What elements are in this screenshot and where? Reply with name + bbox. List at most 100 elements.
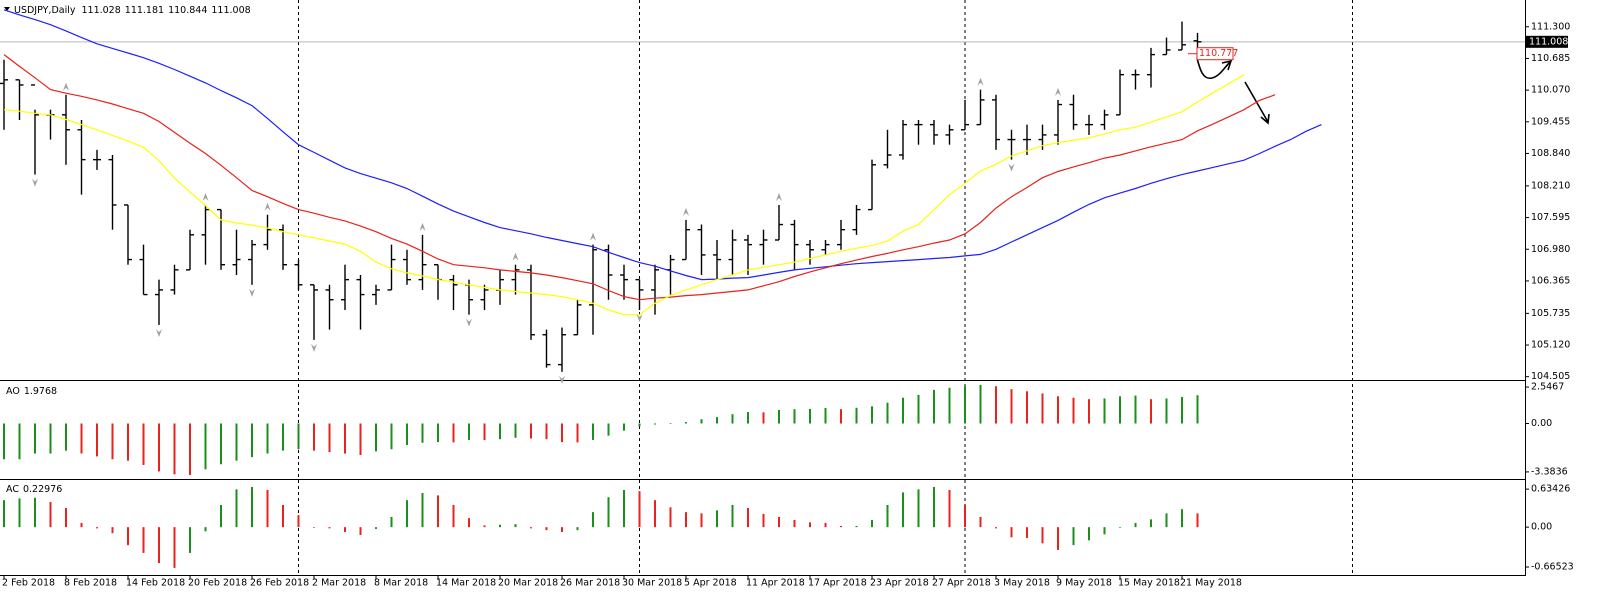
y-tick-label: 109.455 (1531, 116, 1570, 127)
y-tick-label: 106.980 (1531, 244, 1570, 255)
x-tick-label: 14 Mar 2018 (436, 578, 496, 589)
histogram-bar (855, 407, 858, 424)
histogram-bar (18, 498, 21, 528)
histogram-bar (731, 504, 734, 528)
histogram-bar (313, 423, 315, 451)
histogram-bar (607, 497, 610, 528)
histogram-bar (483, 525, 486, 528)
histogram-bar (127, 527, 129, 546)
ao-title: AO (6, 386, 20, 397)
histogram-bar (1119, 527, 1121, 528)
fractal-down (249, 288, 255, 297)
histogram-bar (623, 423, 625, 431)
fractal-up (977, 77, 984, 86)
title-marker (4, 7, 10, 11)
y-tick-label: 111.300 (1531, 21, 1570, 32)
histogram-bar (1041, 393, 1044, 424)
histogram-bar (65, 423, 67, 451)
histogram-bar (3, 423, 5, 460)
x-tick-label: 8 Mar 2018 (374, 578, 428, 589)
histogram-bar (855, 525, 858, 528)
fractal-down (466, 318, 472, 327)
histogram-bar (514, 524, 517, 528)
histogram-bar (747, 507, 749, 528)
histogram-bar (251, 423, 253, 458)
histogram-bar (251, 486, 253, 528)
fractal-up (683, 207, 689, 216)
drawn-arrow (1196, 57, 1231, 80)
histogram-bar (468, 518, 470, 528)
histogram-bar (1072, 527, 1075, 546)
histogram-bar (18, 423, 21, 460)
y-tick-label: 110.685 (1531, 53, 1570, 64)
y-tick-label: 108.210 (1531, 180, 1570, 191)
histogram-bar (499, 524, 501, 528)
current-price-box (1526, 35, 1568, 48)
histogram-bar (421, 492, 424, 528)
histogram-bar (297, 515, 300, 528)
y-tick-label: 106.365 (1531, 275, 1570, 286)
histogram-bar (964, 504, 966, 528)
x-tick-label: 11 Apr 2018 (746, 578, 805, 589)
histogram-bar (514, 423, 517, 438)
moving-average-line (3, 54, 1276, 301)
fractal-up (63, 82, 69, 91)
y-tick-label: 105.120 (1531, 340, 1570, 351)
low-value: 110.844 (168, 5, 207, 16)
y-tick-label: 0.00 (1531, 522, 1552, 533)
histogram-bar (499, 423, 501, 440)
ao-value: 1.9768 (24, 386, 57, 397)
histogram-bar (437, 495, 439, 528)
current-price-label: 111.008 (1529, 36, 1568, 47)
x-tick-label: 27 Apr 2018 (932, 578, 991, 589)
histogram-bar (592, 512, 594, 528)
histogram-bar (266, 489, 269, 528)
x-tick-label: 21 May 2018 (1180, 578, 1242, 589)
histogram-bar (917, 489, 920, 528)
histogram-bar (1196, 395, 1199, 424)
histogram-bar (1165, 398, 1168, 424)
histogram-bar (406, 500, 408, 528)
histogram-bar (1057, 396, 1059, 424)
histogram-bar (390, 423, 393, 450)
ac-label: AC 0.22976 (6, 484, 62, 495)
histogram-bar (685, 422, 687, 424)
y-tick-label: -0.66523 (1531, 562, 1574, 573)
close-value: 111.008 (211, 5, 250, 16)
histogram-bar (607, 423, 610, 436)
histogram-bar (530, 527, 532, 529)
y-tick-label: -3.3836 (1531, 466, 1568, 477)
histogram-bar (576, 423, 579, 443)
histogram-bar (576, 527, 579, 531)
histogram-bar (561, 527, 563, 532)
histogram-bar (282, 504, 284, 528)
histogram-bar (235, 489, 238, 528)
x-tick-label: 26 Mar 2018 (560, 578, 620, 589)
histogram-bar (266, 423, 269, 454)
histogram-bar (995, 527, 997, 529)
y-tick-label: 0.00 (1531, 418, 1552, 429)
histogram-bar (731, 414, 734, 424)
histogram-bar (809, 522, 811, 528)
histogram-bar (778, 409, 780, 424)
histogram-bar (824, 522, 827, 528)
fractal-up (202, 192, 209, 201)
histogram-bar (328, 527, 331, 529)
histogram-bar (390, 516, 393, 528)
open-value: 111.028 (81, 5, 120, 16)
x-tick-label: 8 Feb 2018 (64, 578, 117, 589)
x-tick-label: 9 May 2018 (1056, 578, 1112, 589)
histogram-bar (1026, 527, 1028, 538)
histogram-bar (34, 423, 36, 454)
x-tick-label: 2 Mar 2018 (312, 578, 366, 589)
histogram-bar (592, 423, 594, 440)
histogram-bar (979, 516, 982, 528)
histogram-bar (948, 387, 951, 424)
histogram-bar (1134, 395, 1137, 424)
histogram-bar (49, 423, 52, 454)
histogram-bar (700, 419, 703, 424)
histogram-bar (173, 527, 176, 568)
y-tick-label: 108.840 (1531, 148, 1570, 159)
histogram-bar (762, 412, 765, 424)
